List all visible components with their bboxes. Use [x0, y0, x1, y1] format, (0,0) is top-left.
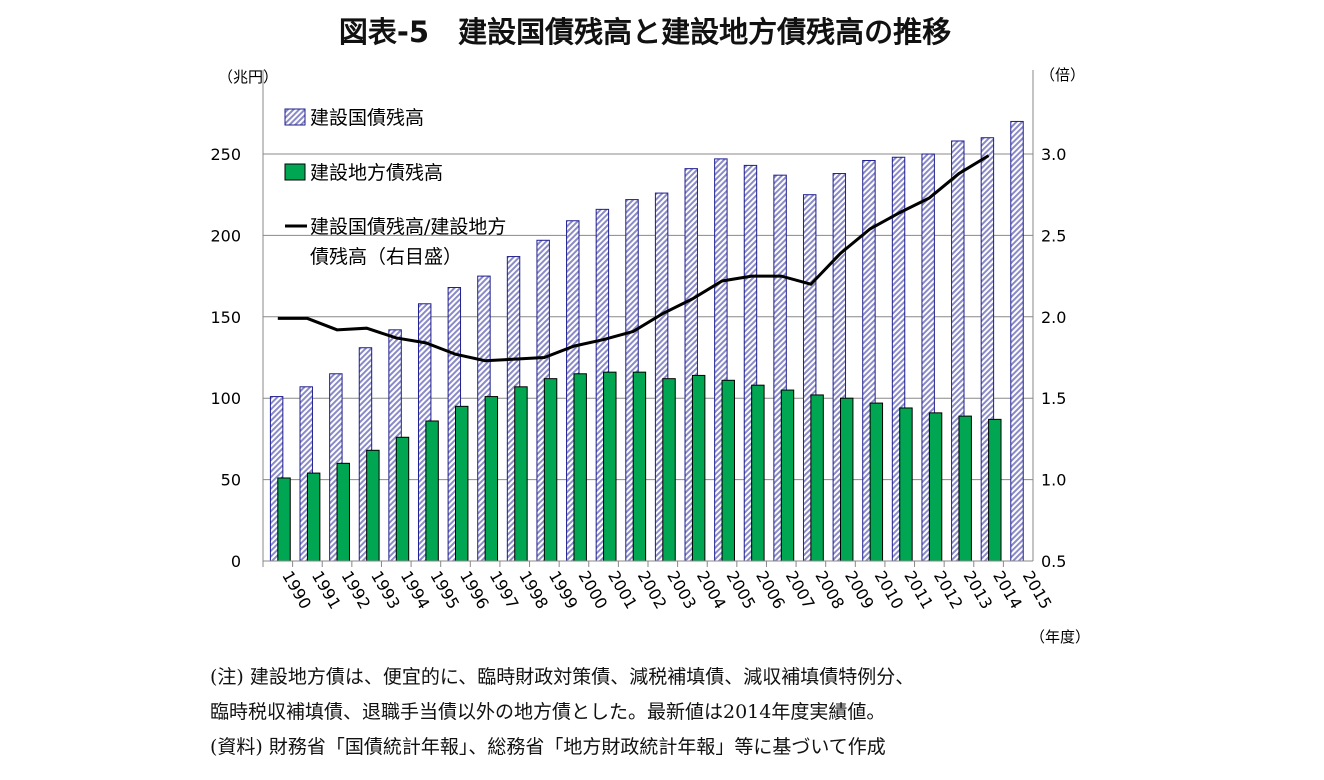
x-tick-label: 2002: [634, 568, 671, 613]
x-tick-label: 1999: [545, 568, 582, 613]
note-1: (注) 建設地方債は、便宜的に、臨時財政対策債、減税補填債、減収補填債特例分、: [210, 666, 915, 688]
x-tick-label: 1993: [367, 568, 404, 613]
x-tick-label: 2010: [871, 568, 908, 613]
right-axis-unit: （倍）: [1040, 66, 1085, 84]
x-tick-label: 2014: [989, 568, 1026, 613]
bar-local: [899, 407, 913, 562]
y-tick-label: 150: [210, 308, 241, 327]
x-tick-label: 2015: [1019, 568, 1056, 613]
x-tick-label: 2009: [841, 568, 878, 613]
x-tick-label: 2003: [663, 568, 700, 613]
bar-local: [277, 477, 291, 562]
x-tick-label: 2007: [782, 568, 819, 613]
bar-national: [1010, 120, 1024, 562]
y-tick-label: 250: [210, 145, 241, 164]
y-tick-label: 0: [231, 552, 241, 571]
y-tick-label: 200: [210, 226, 241, 245]
x-tick-label: 2004: [693, 568, 730, 613]
x-tick-label: 1992: [338, 568, 375, 613]
x-tick-label: 2012: [930, 568, 967, 613]
bar-local: [721, 379, 735, 562]
bar-local: [691, 374, 706, 562]
y-right-tick-label: 3.0: [1041, 145, 1066, 164]
y-right-tick-label: 1.5: [1041, 389, 1066, 408]
legend-label-ratio-2: 債残高（右目盛）: [310, 246, 462, 268]
x-tick-label: 1994: [397, 568, 434, 613]
x-tick-label: 2005: [723, 568, 760, 613]
bar-local: [751, 384, 765, 562]
bar-local: [395, 436, 410, 562]
x-tick-label: 1997: [486, 568, 523, 613]
x-tick-label: 2013: [959, 568, 996, 613]
bar-local: [306, 472, 321, 562]
bar-local: [780, 389, 795, 562]
bar-local: [840, 397, 854, 562]
y-right-tick-label: 1.0: [1041, 471, 1066, 490]
bar-local: [988, 418, 1002, 562]
y-right-tick-label: 2.5: [1041, 226, 1066, 245]
legend-swatch-local: [284, 163, 306, 181]
bar-local: [810, 394, 824, 562]
bar-local: [869, 402, 884, 562]
chart-title: 図表-5 建設国債残高と建設地方債残高の推移: [339, 15, 951, 49]
note-2: 臨時税収補填債、退職手当債以外の地方債とした。最新値は2014年度実績値。: [210, 701, 886, 723]
bar-local: [573, 373, 587, 562]
bar-local: [928, 412, 943, 562]
y-right-tick-label: 2.0: [1041, 308, 1066, 327]
x-tick-label: 1996: [456, 568, 493, 613]
legend: 建設国債残高 建設地方債残高 建設国債残高/建設地方 債残高（右目盛）: [284, 107, 506, 268]
x-tick-label: 2000: [574, 568, 611, 613]
bar-local: [336, 462, 350, 562]
bar-local: [543, 378, 558, 562]
bar-local: [455, 405, 469, 562]
legend-label-ratio: 建設国債残高/建設地方: [310, 216, 506, 238]
bar-local: [366, 449, 380, 562]
note-3: (資料) 財務省「国債統計年報」、総務省「地方財政統計年報」等に基づいて作成: [210, 736, 886, 758]
bar-local: [425, 420, 439, 562]
x-tick-label: 2006: [752, 568, 789, 613]
x-axis-unit: （年度）: [1030, 628, 1090, 646]
bar-local: [484, 396, 499, 562]
y-right-tick-label: 0.5: [1041, 552, 1066, 571]
left-axis-unit: （兆円）: [218, 68, 278, 86]
bar-local: [603, 371, 617, 562]
bar-local: [662, 378, 676, 562]
x-tick-label: 1995: [426, 568, 463, 613]
x-tick-label: 2011: [900, 568, 937, 613]
chart: 図表-5 建設国債残高と建設地方債残高の推移 （兆円） （倍） （年度） 0 50…: [210, 15, 1090, 646]
bar-local: [514, 386, 528, 562]
x-tick-label: 1990: [278, 568, 315, 613]
x-tick-label: 1998: [515, 568, 552, 613]
x-tick-label: 2008: [811, 568, 848, 613]
y-tick-label: 50: [221, 471, 241, 490]
bar-local: [958, 415, 972, 562]
legend-swatch-national: [284, 108, 306, 126]
legend-label-local: 建設地方債残高: [310, 162, 443, 184]
x-tick-label: 1991: [308, 568, 345, 613]
bar-local: [632, 371, 647, 562]
x-tick-label: 2001: [604, 568, 641, 613]
y-tick-label: 100: [210, 389, 241, 408]
legend-label-national: 建設国債残高: [310, 107, 424, 129]
